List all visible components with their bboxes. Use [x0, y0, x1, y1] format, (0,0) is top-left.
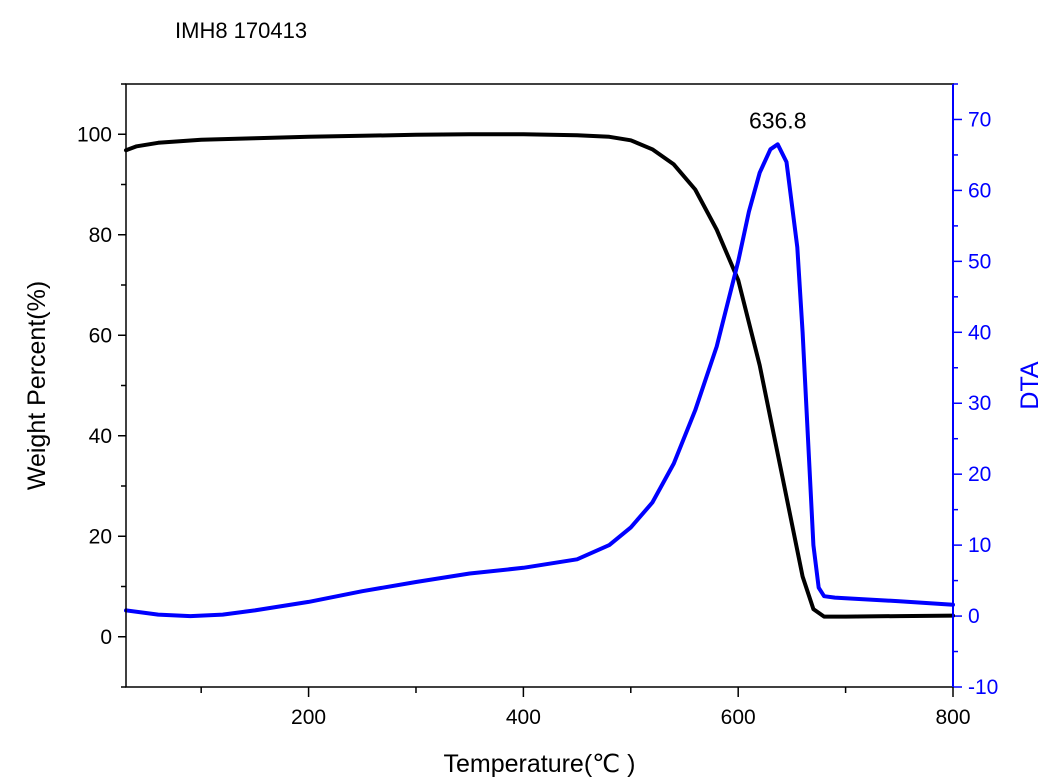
y-left-axis-title: Weight Percent(%) [23, 281, 51, 490]
x-tick-label: 800 [935, 706, 970, 729]
weight-series-line [124, 132, 955, 619]
dta-series-line [124, 142, 955, 619]
y-left-tick-label: 0 [100, 626, 112, 649]
y-left-tick-label: 40 [89, 425, 112, 448]
x-tick-label: 200 [291, 706, 326, 729]
y-right-tick-label: 70 [968, 108, 991, 131]
x-axis-title: Temperature(℃ ) [443, 750, 635, 778]
y-right-tick-label: 60 [968, 179, 991, 202]
y-left-tick-label: 20 [89, 525, 112, 548]
chart-title: IMH8 170413 [175, 18, 308, 43]
y-right-axis-title: DTA [1016, 361, 1044, 409]
y-right-tick-label: 40 [968, 321, 991, 344]
peak-annotation: 636.8 [749, 107, 807, 133]
y-left-tick-label: 80 [89, 224, 112, 247]
y-right-tick-label: 10 [968, 534, 991, 557]
y-right-tick-label: 30 [968, 392, 991, 415]
y-right-tick-label: 20 [968, 463, 991, 486]
y-right-tick-label: 0 [968, 605, 980, 628]
y-right-tick-label: -10 [968, 676, 998, 699]
x-tick-label: 400 [506, 706, 541, 729]
y-left-tick-label: 100 [77, 123, 112, 146]
y-right-tick-label: 50 [968, 250, 991, 273]
y-left-tick-label: 60 [89, 324, 112, 347]
x-tick-label: 600 [721, 706, 756, 729]
